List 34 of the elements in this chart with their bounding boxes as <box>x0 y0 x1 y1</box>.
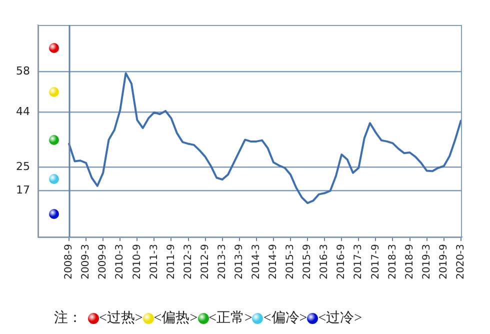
y-tick-label: 44 <box>16 104 30 118</box>
x-tick-label: 2014-3 <box>251 244 262 280</box>
text: <过热> <box>99 310 143 327</box>
y-tick-label: 58 <box>16 64 30 78</box>
x-tick-label: 2014-9 <box>268 244 280 280</box>
x-tick-label: 2017-3 <box>353 244 364 280</box>
y-tick-label: 25 <box>16 160 30 174</box>
x-tick-label: 2018-3 <box>387 244 398 280</box>
x-tick-label: 2008-9 <box>64 244 75 280</box>
x-tick-label: 2018-9 <box>404 244 416 280</box>
x-tick-label: 2016-3 <box>319 244 330 280</box>
x-tick-label: 2019-3 <box>421 244 432 280</box>
x-tick-label: 2015-9 <box>302 244 314 280</box>
text: <过冷> <box>318 310 362 327</box>
x-tick-label: 2015-3 <box>285 244 296 280</box>
x-tick-label: 2012-9 <box>200 244 211 280</box>
text: 注： <box>54 309 82 327</box>
x-tick-label: 2016-9 <box>336 244 348 280</box>
x-tick-label: 2011-3 <box>148 244 160 280</box>
x-tick-label: 2009-3 <box>80 244 92 280</box>
x-tick-label: 2020-3 <box>455 244 466 280</box>
x-tick-label: 2013-9 <box>234 244 245 280</box>
x-tick-label: 2009-9 <box>98 244 109 280</box>
text: <偏热> <box>154 310 198 327</box>
y-tick-label: 17 <box>16 183 30 196</box>
x-tick-label: 2013-3 <box>216 244 228 280</box>
text: <正常> <box>208 310 252 327</box>
x-tick-label: 2019-9 <box>438 244 450 280</box>
text: <偏冷> <box>263 310 308 327</box>
x-tick-label: 2010-3 <box>114 244 126 280</box>
x-tick-label: 2010-9 <box>132 244 143 280</box>
x-tick-label: 2012-3 <box>182 244 194 280</box>
x-tick-label: 2011-9 <box>166 244 177 280</box>
x-tick-label: 2017-9 <box>370 244 382 280</box>
